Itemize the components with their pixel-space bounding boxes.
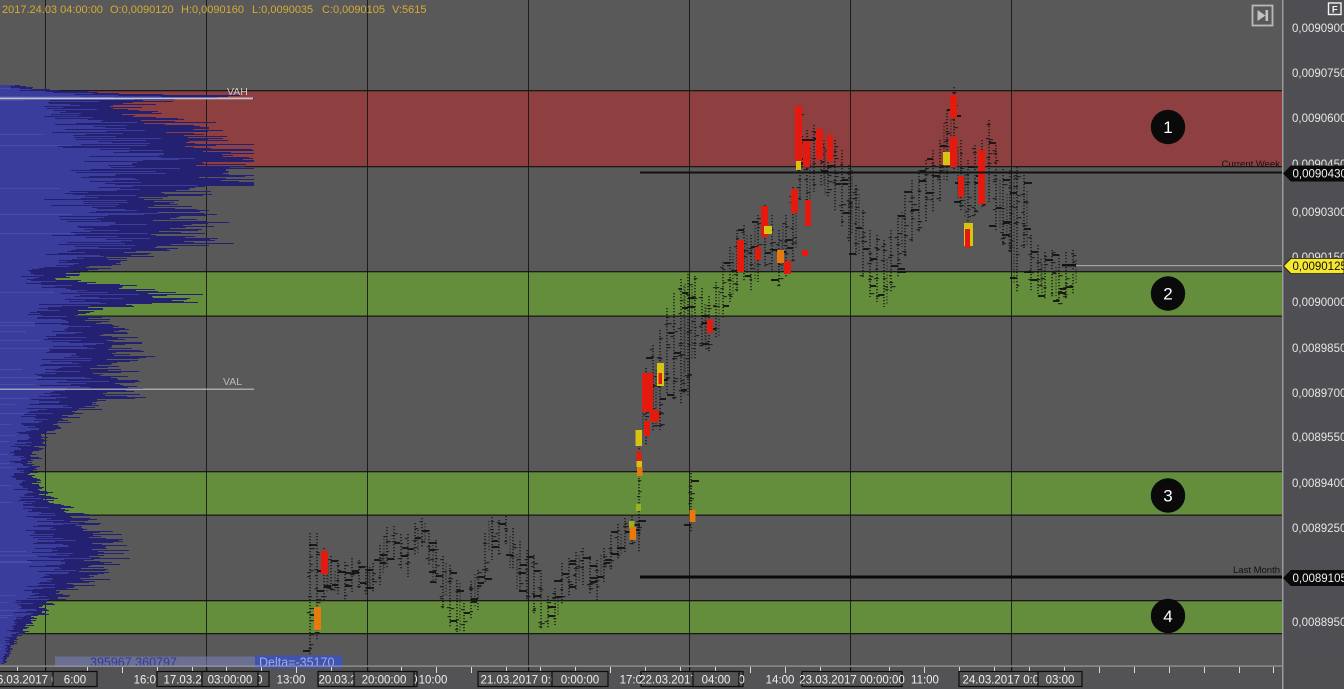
svg-text:0,0089250: 0,0089250 — [1292, 523, 1344, 535]
svg-text:1: 1 — [1163, 118, 1172, 137]
svg-text:2017.24.03 04:00:00O:0,0090120: 2017.24.03 04:00:00 O:0,0090120 H:0,009016… — [2, 4, 426, 16]
svg-text:24.03.2017 0:00:00: 24.03.2017 0:00:00 — [962, 675, 1061, 687]
svg-text:0,0090600: 0,0090600 — [1292, 113, 1344, 125]
svg-text:2: 2 — [1163, 285, 1172, 304]
svg-text:0,0089550: 0,0089550 — [1292, 432, 1344, 444]
svg-text:4: 4 — [1163, 607, 1172, 626]
svg-text:0,0089400: 0,0089400 — [1292, 478, 1344, 490]
svg-text:Last Month: Last Month — [1233, 565, 1280, 576]
svg-text:0,0090000: 0,0090000 — [1292, 297, 1344, 309]
svg-text:F: F — [1332, 5, 1338, 16]
svg-text:VAH: VAH — [227, 86, 248, 98]
svg-text:0,0090430: 0,0090430 — [1293, 169, 1344, 181]
svg-text:04:00: 04:00 — [702, 675, 731, 687]
svg-text:395967 360797: 395967 360797 — [90, 656, 177, 670]
svg-text:03:00:00: 03:00:00 — [208, 675, 253, 687]
svg-text:14:00: 14:00 — [766, 675, 795, 687]
svg-text:0,0090125: 0,0090125 — [1293, 261, 1344, 273]
svg-text:10:00: 10:00 — [419, 675, 448, 687]
svg-text:6:00: 6:00 — [64, 675, 86, 687]
svg-text:0:00:00: 0:00:00 — [561, 675, 599, 687]
svg-text:3: 3 — [1163, 487, 1172, 506]
svg-text:0,0089850: 0,0089850 — [1292, 343, 1344, 355]
svg-text:0,0090750: 0,0090750 — [1292, 68, 1344, 80]
svg-text:VAL: VAL — [223, 376, 242, 388]
svg-text:03:00: 03:00 — [1046, 675, 1075, 687]
svg-text:0,0089105: 0,0089105 — [1293, 573, 1344, 585]
svg-text:16:00: 16:00 — [134, 675, 163, 687]
svg-text:0,0089700: 0,0089700 — [1292, 388, 1344, 400]
svg-text:0,0088950: 0,0088950 — [1292, 617, 1344, 629]
svg-text:0,0090300: 0,0090300 — [1292, 207, 1344, 219]
svg-text:0,0090900: 0,0090900 — [1292, 23, 1344, 35]
svg-text:11:00: 11:00 — [911, 675, 939, 687]
svg-text:13:00: 13:00 — [277, 675, 306, 687]
svg-text:20:00:00: 20:00:00 — [362, 675, 407, 687]
svg-text:23.03.2017 00:00:00: 23.03.2017 00:00:00 — [799, 675, 905, 687]
svg-text:Current Week: Current Week — [1222, 159, 1281, 170]
